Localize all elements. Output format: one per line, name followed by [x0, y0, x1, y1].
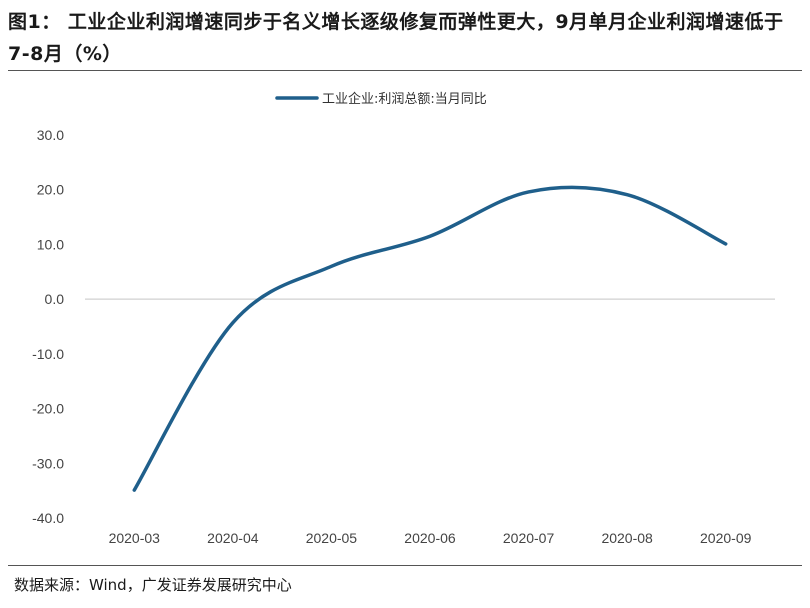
y-axis: 30.0 20.0 10.0 0.0 -10.0 -20.0 -30.0 -40.0	[32, 127, 64, 526]
x-tick-label: 2020-08	[601, 530, 653, 546]
legend-label: 工业企业:利润总额:当月同比	[322, 91, 487, 107]
y-tick-label: 20.0	[37, 182, 64, 198]
x-tick-label: 2020-05	[306, 530, 358, 546]
x-tick-label: 2020-06	[404, 530, 456, 546]
x-tick-label: 2020-07	[503, 530, 555, 546]
y-tick-label: -40.0	[32, 510, 64, 526]
y-tick-label: 30.0	[37, 127, 64, 143]
x-axis: 2020-03 2020-04 2020-05 2020-06 2020-07 2020-…	[109, 530, 752, 546]
bottom-rule	[8, 565, 802, 566]
x-tick-label: 2020-09	[700, 530, 752, 546]
series-line	[132, 185, 728, 492]
line-chart: 工业企业:利润总额:当月同比 30.0 20.0 10.0 0.0 -10.0 -20.0…	[32, 91, 775, 546]
source-note: 数据来源：Wind，广发证券发展研究中心	[14, 576, 292, 594]
y-tick-label: 10.0	[37, 236, 64, 252]
top-rule	[8, 70, 802, 71]
chart-title: 图1： 工业企业利润增速同步于名义增长逐级修复而弹性更大，9月单月企业利润增速低…	[8, 11, 784, 65]
x-tick-label: 2020-03	[109, 530, 161, 546]
y-tick-label: -20.0	[32, 401, 64, 417]
y-tick-label: 0.0	[45, 291, 65, 307]
plot-area	[132, 185, 728, 492]
legend: 工业企业:利润总额:当月同比	[275, 91, 487, 107]
y-tick-label: -30.0	[32, 455, 64, 471]
y-tick-label: -10.0	[32, 346, 64, 362]
x-tick-label: 2020-04	[207, 530, 259, 546]
